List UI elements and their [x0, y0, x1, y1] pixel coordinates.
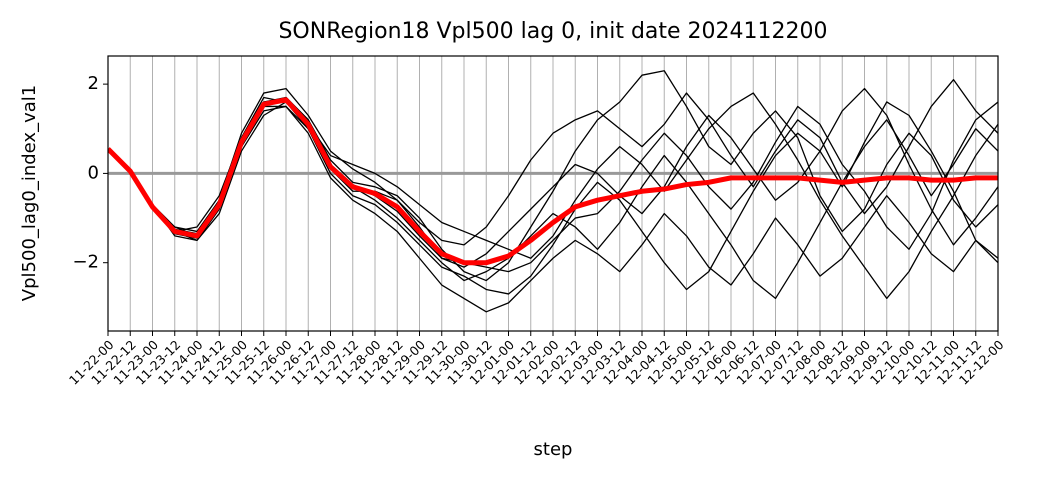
x-axis-label: step — [534, 439, 573, 460]
chart-title: SONRegion18 Vpl500 lag 0, init date 2024… — [278, 19, 827, 44]
y-tick-label: −2 — [72, 252, 99, 273]
y-tick-label: 0 — [88, 162, 99, 183]
series-line — [152, 79, 998, 246]
series-line — [151, 87, 998, 268]
plot-area — [108, 70, 998, 313]
y-axis-label: Vpl500_lag0_index_val1 — [19, 85, 40, 301]
y-tick-label: 2 — [88, 73, 99, 94]
series-line — [108, 97, 998, 266]
grid — [107, 56, 999, 331]
series-line — [151, 105, 998, 313]
